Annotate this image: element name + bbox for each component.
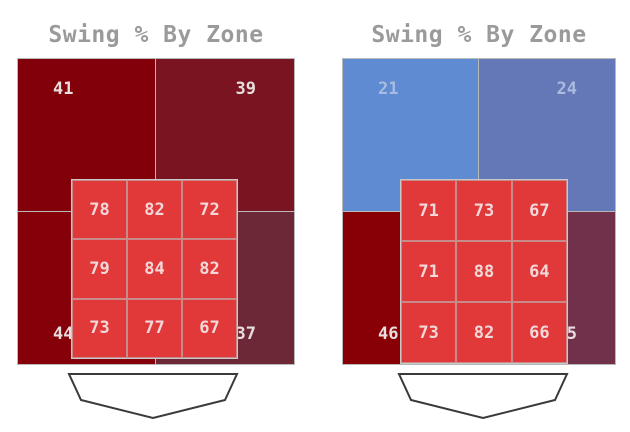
zone-cell: 77 [127, 298, 182, 358]
strike-zone: 21 24 46 35 71 73 67 71 88 64 73 82 66 [342, 58, 616, 365]
outer-zone-value: 41 [53, 79, 74, 99]
zone-cell: 73 [456, 180, 512, 241]
zone-cell: 82 [127, 180, 182, 240]
zone-cell: 82 [456, 302, 512, 363]
zone-cell: 84 [127, 239, 182, 299]
zone-cell: 66 [511, 302, 567, 363]
inner-zone-grid: 71 73 67 71 88 64 73 82 66 [400, 179, 568, 364]
zone-cell: 72 [182, 180, 237, 240]
chart-title: Swing % By Zone [371, 22, 587, 48]
outer-zone-value: 44 [53, 324, 74, 344]
inner-zone-grid: 78 82 72 79 84 82 73 77 67 [71, 179, 238, 359]
zone-cell: 67 [182, 298, 237, 358]
swing-zone-chart-left: Swing % By Zone 41 39 44 37 78 82 72 79 … [17, 0, 295, 432]
home-plate-icon [67, 373, 239, 420]
zone-cell: 73 [401, 302, 457, 363]
zone-cell: 88 [456, 241, 512, 302]
outer-zone-value: 39 [235, 79, 256, 99]
outer-zone-value: 21 [378, 79, 399, 99]
outer-zone-value: 46 [378, 324, 399, 344]
zone-cell: 64 [511, 241, 567, 302]
zone-cell: 79 [72, 239, 127, 299]
zone-cell: 71 [401, 180, 457, 241]
zone-cell: 78 [72, 180, 127, 240]
home-plate-icon [397, 373, 569, 420]
zone-cell: 71 [401, 241, 457, 302]
strike-zone: 41 39 44 37 78 82 72 79 84 82 73 77 67 [17, 58, 295, 365]
zone-cell: 73 [72, 298, 127, 358]
outer-zone-value: 37 [235, 324, 256, 344]
swing-zone-chart-right: Swing % By Zone 21 24 46 35 71 73 67 71 … [342, 0, 616, 432]
chart-title: Swing % By Zone [48, 22, 264, 48]
outer-zone-value: 24 [556, 79, 577, 99]
zone-cell: 82 [182, 239, 237, 299]
zone-cell: 67 [511, 180, 567, 241]
